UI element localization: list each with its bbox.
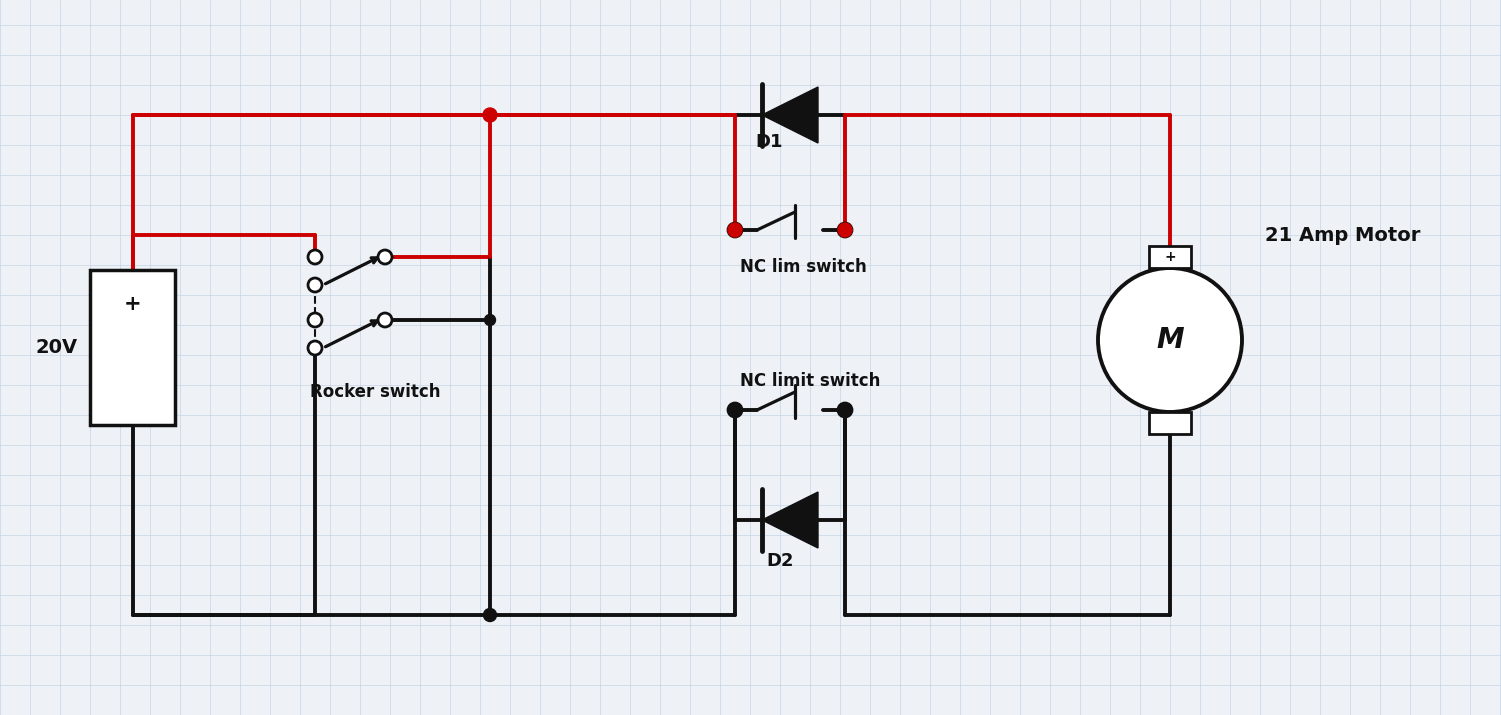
Circle shape bbox=[483, 108, 497, 122]
Circle shape bbox=[728, 403, 741, 417]
Bar bbox=[1148, 412, 1190, 434]
Text: +: + bbox=[1165, 250, 1175, 264]
Circle shape bbox=[378, 250, 392, 264]
Text: NC lim switch: NC lim switch bbox=[740, 258, 866, 276]
Circle shape bbox=[378, 250, 392, 264]
Circle shape bbox=[838, 223, 853, 237]
Circle shape bbox=[838, 403, 853, 417]
Bar bbox=[1148, 246, 1190, 268]
Circle shape bbox=[728, 223, 741, 237]
Text: +: + bbox=[123, 294, 141, 314]
Circle shape bbox=[838, 223, 853, 237]
Text: Rocker switch: Rocker switch bbox=[311, 383, 440, 401]
Circle shape bbox=[728, 223, 741, 237]
Polygon shape bbox=[763, 492, 818, 548]
Text: D1: D1 bbox=[755, 133, 782, 151]
Text: M: M bbox=[1156, 326, 1184, 354]
Circle shape bbox=[308, 250, 323, 264]
Circle shape bbox=[728, 403, 741, 417]
Circle shape bbox=[378, 313, 392, 327]
Text: NC limit switch: NC limit switch bbox=[740, 372, 881, 390]
Circle shape bbox=[838, 223, 853, 237]
Circle shape bbox=[838, 403, 853, 417]
Circle shape bbox=[483, 608, 497, 621]
Circle shape bbox=[378, 313, 392, 327]
Circle shape bbox=[485, 315, 495, 325]
Text: 20V: 20V bbox=[36, 338, 78, 357]
Circle shape bbox=[728, 403, 741, 417]
Circle shape bbox=[728, 223, 741, 237]
Circle shape bbox=[308, 278, 323, 292]
Circle shape bbox=[308, 313, 323, 327]
Polygon shape bbox=[763, 87, 818, 143]
Circle shape bbox=[308, 341, 323, 355]
Circle shape bbox=[1099, 268, 1241, 412]
Circle shape bbox=[838, 403, 853, 417]
Text: D2: D2 bbox=[766, 552, 794, 570]
Circle shape bbox=[308, 250, 323, 264]
Circle shape bbox=[308, 341, 323, 355]
Bar bbox=[90, 270, 176, 425]
Circle shape bbox=[308, 313, 323, 327]
Text: 21 Amp Motor: 21 Amp Motor bbox=[1265, 225, 1420, 245]
Circle shape bbox=[308, 278, 323, 292]
